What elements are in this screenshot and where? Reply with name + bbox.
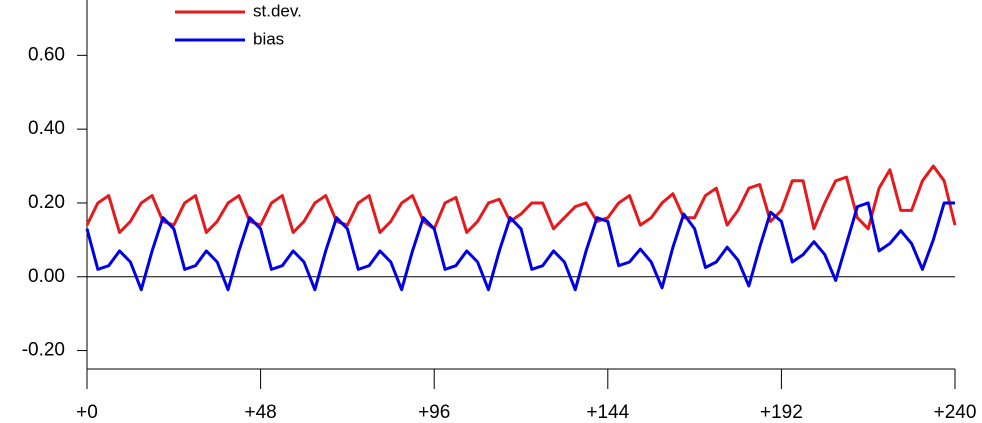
series-line xyxy=(85,164,957,234)
x-tick-label: +144 xyxy=(586,402,629,423)
legend-label: bias xyxy=(253,29,284,48)
x-tick-label: +192 xyxy=(760,402,803,423)
legend: st.dev. bias xyxy=(175,1,302,48)
x-tick-label: +240 xyxy=(934,402,977,423)
series-line xyxy=(85,201,955,292)
y-tick-label: 0.20 xyxy=(28,192,65,213)
x-tick-label: +0 xyxy=(76,402,98,423)
x-tick-label: +96 xyxy=(418,402,450,423)
y-tick-label: 0.40 xyxy=(28,118,65,139)
legend-label: st.dev. xyxy=(253,1,302,20)
y-tick-label: -0.20 xyxy=(22,340,65,361)
y-tick-label: 0.00 xyxy=(28,266,65,287)
x-tick-label: +48 xyxy=(244,402,276,423)
y-tick-label: 0.60 xyxy=(28,44,65,65)
